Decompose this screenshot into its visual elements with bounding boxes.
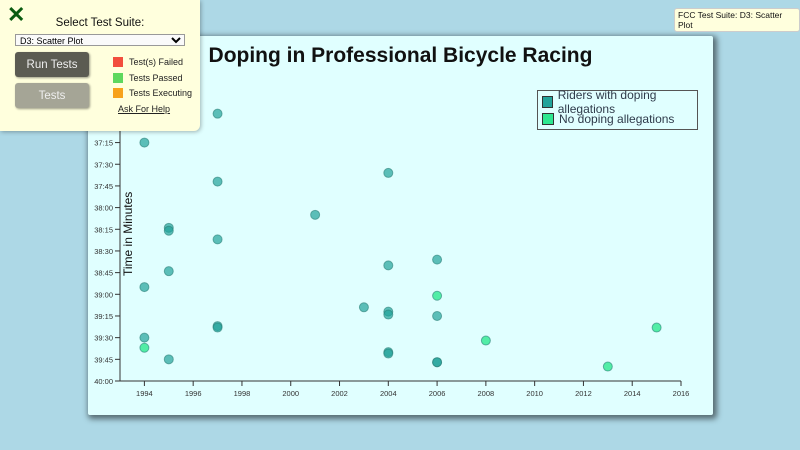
x-tick-label: 1996 bbox=[185, 389, 202, 398]
legend-executing: Tests Executing bbox=[113, 88, 192, 98]
dot-no-doping bbox=[602, 361, 613, 372]
y-tick-label: 39:45 bbox=[94, 355, 113, 364]
dot-doping bbox=[163, 266, 174, 277]
y-tick-label: 37:30 bbox=[94, 160, 113, 169]
y-tick-label: 38:30 bbox=[94, 247, 113, 256]
legend-label: Riders with doping allegations bbox=[557, 87, 657, 116]
legend-item-doping: Riders with doping allegations bbox=[542, 88, 697, 116]
x-tick-label: 2012 bbox=[575, 389, 592, 398]
status-swatch-executing bbox=[113, 88, 123, 98]
ask-for-help-link[interactable]: Ask For Help bbox=[118, 104, 171, 114]
legend-item-no-doping: No doping allegations bbox=[542, 110, 697, 127]
y-tick-label: 38:45 bbox=[94, 269, 113, 278]
x-tick-label: 2014 bbox=[624, 389, 641, 398]
dot-doping bbox=[432, 254, 443, 265]
dot-doping bbox=[139, 282, 150, 293]
dot-doping bbox=[383, 348, 394, 359]
x-tick-label: 2010 bbox=[526, 389, 543, 398]
y-tick-label: 37:45 bbox=[94, 182, 113, 191]
dot-no-doping bbox=[139, 342, 150, 353]
dot-doping bbox=[432, 357, 443, 368]
y-axis-label: Time in Minutes bbox=[121, 191, 135, 276]
fcc-test-suite-badge[interactable]: FCC Test Suite: D3: Scatter Plot bbox=[674, 8, 800, 32]
dot-doping bbox=[139, 137, 150, 148]
x-tick-label: 1998 bbox=[234, 389, 251, 398]
y-tick-label: 39:30 bbox=[94, 334, 113, 343]
x-tick-label: 2000 bbox=[282, 389, 299, 398]
dot-doping bbox=[383, 309, 394, 320]
run-tests-button[interactable]: Run Tests bbox=[15, 52, 89, 77]
dot-doping bbox=[212, 176, 223, 187]
dot-doping bbox=[358, 302, 369, 313]
legend-swatch bbox=[542, 95, 553, 108]
legend-label: No doping allegations bbox=[559, 111, 675, 126]
dot-doping bbox=[139, 332, 150, 343]
x-tick-label: 2008 bbox=[478, 389, 495, 398]
dot-no-doping bbox=[651, 322, 662, 333]
y-tick-label: 39:15 bbox=[94, 312, 113, 321]
status-label: Tests Passed bbox=[129, 73, 183, 83]
dot-doping bbox=[383, 167, 394, 178]
x-tick-label: 2004 bbox=[380, 389, 397, 398]
dot-doping bbox=[310, 209, 321, 220]
tests-button[interactable]: Tests bbox=[15, 83, 89, 108]
test-suite-select[interactable]: D3: Scatter Plot bbox=[15, 34, 185, 46]
legend-failed: Test(s) Failed bbox=[113, 57, 183, 67]
y-tick-label: 39:00 bbox=[94, 290, 113, 299]
dot-no-doping bbox=[432, 290, 443, 301]
y-tick-label: 38:15 bbox=[94, 225, 113, 234]
scatter-plot: 1994 1996 1998 2000 2002 2004 2006 2008 2010 2012… bbox=[94, 92, 690, 398]
legend-passed: Tests Passed bbox=[113, 73, 183, 83]
dot-doping bbox=[212, 108, 223, 119]
dot-doping bbox=[432, 310, 443, 321]
x-tick-label: 2002 bbox=[331, 389, 348, 398]
close-x-icon[interactable]: ✕ bbox=[7, 2, 26, 27]
dot-doping bbox=[383, 260, 394, 271]
dot-no-doping bbox=[480, 335, 491, 346]
x-tick-label: 1994 bbox=[136, 389, 153, 398]
status-label: Tests Executing bbox=[129, 88, 193, 98]
chart-title: Doping in Professional Bicycle Racing bbox=[208, 44, 593, 67]
legend-swatch bbox=[542, 112, 554, 125]
fcc-test-panel: ✕ Select Test Suite: D3: Scatter Plot Ru… bbox=[0, 0, 200, 131]
x-tick-label: 2006 bbox=[429, 389, 446, 398]
status-swatch-passed bbox=[113, 73, 123, 83]
dot-doping bbox=[163, 225, 174, 236]
y-tick-label: 40:00 bbox=[94, 377, 113, 386]
legend: Riders with doping allegations No doping… bbox=[537, 88, 698, 130]
dot-doping bbox=[212, 234, 223, 245]
y-tick-label: 37:15 bbox=[94, 139, 113, 148]
y-tick-label: 38:00 bbox=[94, 204, 113, 213]
status-swatch-failed bbox=[113, 57, 123, 67]
x-tick-label: 2016 bbox=[673, 389, 690, 398]
status-label: Test(s) Failed bbox=[129, 57, 184, 67]
dot-doping bbox=[163, 354, 174, 365]
select-suite-label: Select Test Suite: bbox=[55, 17, 145, 29]
dot-doping bbox=[212, 322, 223, 333]
